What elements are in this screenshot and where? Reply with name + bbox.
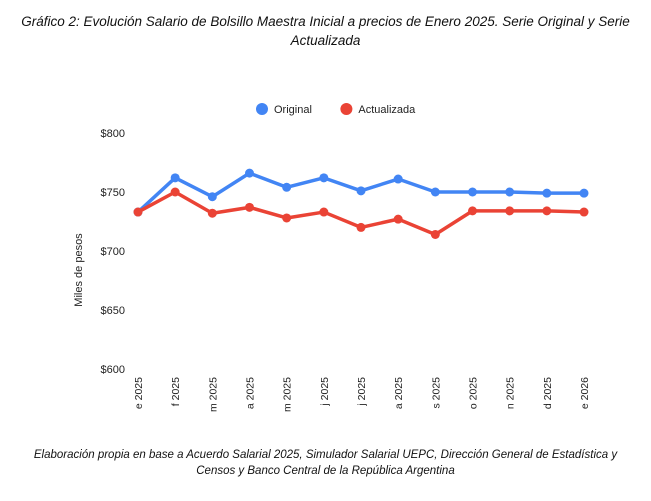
y-tick-label: $650 [101,305,125,317]
data-point [393,214,403,224]
chart-title: Gráfico 2: Evolución Salario de Bolsillo… [21,14,630,48]
data-point [430,187,440,197]
data-point [170,187,180,197]
legend-marker [256,103,268,115]
data-point [133,207,143,217]
x-tick-label: d 2025 [542,377,554,409]
y-tick-label: $700 [101,246,125,258]
x-tick-label: f 2025 [170,377,182,406]
x-tick-label: m 2025 [207,377,219,412]
y-tick-label: $600 [101,364,125,376]
data-point [282,182,292,192]
y-tick-label: $800 [101,128,125,140]
data-point [356,222,366,232]
data-point [207,208,217,218]
data-point [468,187,477,197]
data-point [579,188,589,198]
data-point [282,213,292,223]
x-tick-label: o 2025 [468,377,480,409]
data-point [468,206,477,216]
x-tick-label: e 2025 [133,377,145,409]
data-point [319,207,329,217]
data-point [505,206,515,216]
chart-caption: Elaboración propia en base a Acuerdo Sal… [33,449,618,477]
legend-label: Actualizada [358,104,416,116]
data-point [319,173,329,183]
data-point [430,229,440,239]
data-point [542,188,552,198]
x-tick-label: e 2026 [579,377,591,409]
y-tick-label: $750 [101,187,125,199]
x-tick-label: s 2025 [430,377,442,409]
data-point [170,173,180,183]
x-tick-label: a 2025 [245,377,257,409]
data-point [207,192,217,202]
data-point [356,186,366,196]
x-tick-label: a 2025 [393,377,405,409]
x-tick-label: m 2025 [282,377,294,412]
data-point [542,206,552,216]
y-axis-label: Miles de pesos [73,233,85,307]
data-point [579,207,589,217]
legend-marker [340,103,353,115]
data-point [393,174,403,184]
legend-label: Original [274,104,312,116]
x-tick-label: n 2025 [505,377,517,409]
x-tick-label: j 2025 [356,377,368,407]
data-point [245,202,254,212]
data-point [245,168,254,178]
x-tick-label: j 2025 [319,377,331,407]
data-point [505,187,515,197]
